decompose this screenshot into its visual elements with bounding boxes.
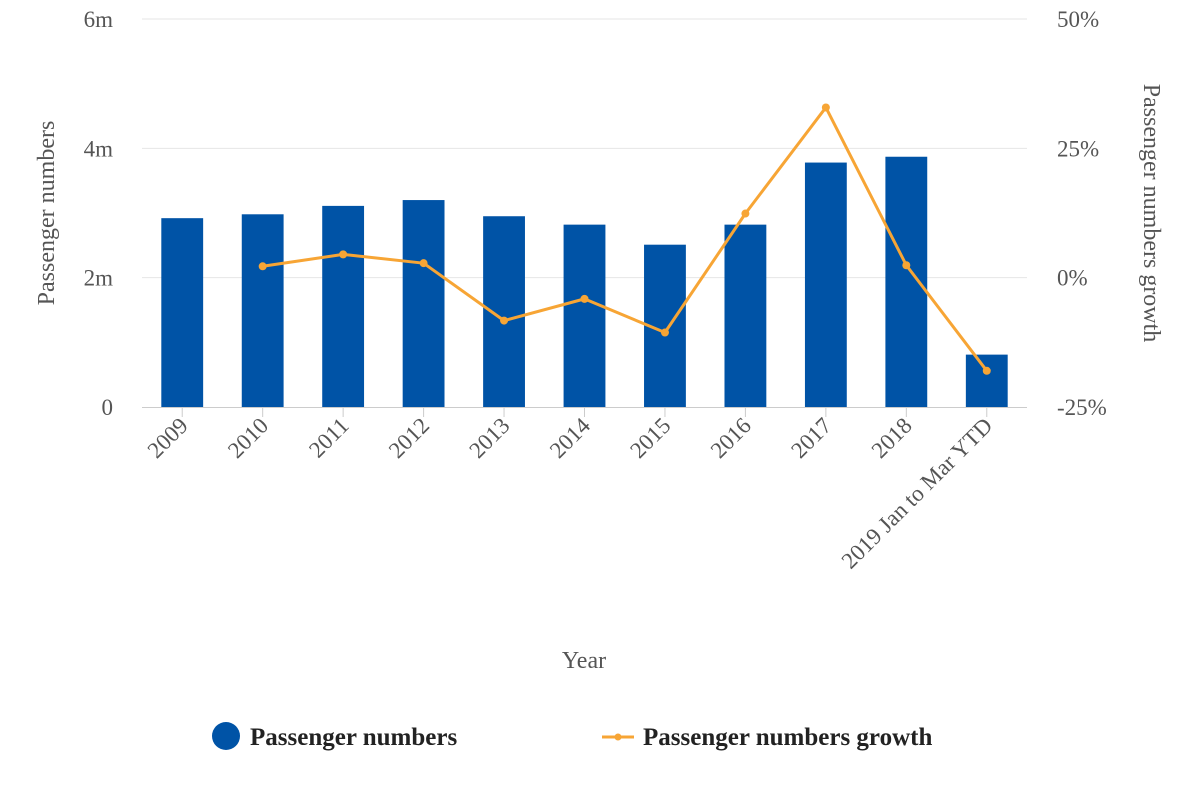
left-axis-ticks: 0 2m 4m 6m (84, 7, 114, 420)
growth-point (580, 294, 589, 303)
left-tick-label: 0 (102, 395, 114, 420)
growth-point (982, 366, 991, 375)
legend: Passenger numbers Passenger numbers grow… (212, 722, 932, 751)
x-axis-ticks: 2009 2010 2011 2012 2013 2014 2015 2016 2017 2018… (143, 413, 998, 574)
bar (241, 214, 284, 407)
line-series (258, 103, 991, 375)
legend-label-line: Passenger numbers growth (643, 724, 932, 751)
growth-line (262, 105, 988, 372)
x-tick-label: 2018 (867, 413, 917, 463)
x-axis-title: Year (562, 648, 606, 674)
x-tick-label: 2019 Jan to Mar YTD (837, 413, 998, 574)
growth-point (902, 261, 911, 270)
legend-bar-swatch (212, 722, 240, 750)
x-tick-label: 2011 (304, 413, 354, 463)
legend-label-bars: Passenger numbers (250, 724, 457, 751)
right-axis-title: Passenger numbers growth (1138, 84, 1164, 343)
bar (563, 224, 606, 407)
bar (161, 218, 204, 407)
left-tick-label: 6m (84, 7, 114, 32)
growth-point (660, 328, 669, 337)
right-axis-ticks: -25% 0% 25% 50% (1057, 7, 1107, 420)
legend-item-bars[interactable]: Passenger numbers (212, 722, 457, 751)
growth-point (500, 316, 509, 325)
bar (402, 200, 445, 407)
bar-series (161, 156, 1008, 407)
x-tick-label: 2016 (706, 413, 756, 463)
bar (885, 156, 928, 407)
growth-point (821, 103, 830, 112)
right-tick-label: 25% (1057, 136, 1099, 161)
bar (724, 224, 767, 407)
x-tick-label: 2015 (625, 413, 675, 463)
left-tick-label: 2m (84, 266, 114, 291)
left-tick-label: 4m (84, 136, 114, 161)
growth-point (419, 259, 428, 268)
bar (322, 205, 365, 407)
x-tick-label: 2009 (143, 413, 193, 463)
x-tick-label: 2014 (545, 413, 596, 464)
growth-point (741, 209, 750, 218)
right-tick-label: -25% (1057, 395, 1107, 420)
x-tick-label: 2017 (786, 413, 836, 463)
legend-line-marker (614, 733, 622, 741)
bar (965, 354, 1008, 407)
x-tick-label: 2013 (464, 413, 514, 463)
x-tick-label: 2010 (223, 413, 273, 463)
left-axis-title: Passenger numbers (34, 121, 60, 306)
x-axis (142, 407, 1027, 417)
legend-item-line[interactable]: Passenger numbers growth (602, 724, 932, 751)
right-tick-label: 0% (1057, 266, 1088, 291)
x-tick-label: 2012 (384, 413, 434, 463)
growth-point (258, 262, 267, 271)
bar (804, 162, 847, 407)
right-tick-label: 50% (1057, 7, 1099, 32)
growth-point (339, 250, 348, 259)
